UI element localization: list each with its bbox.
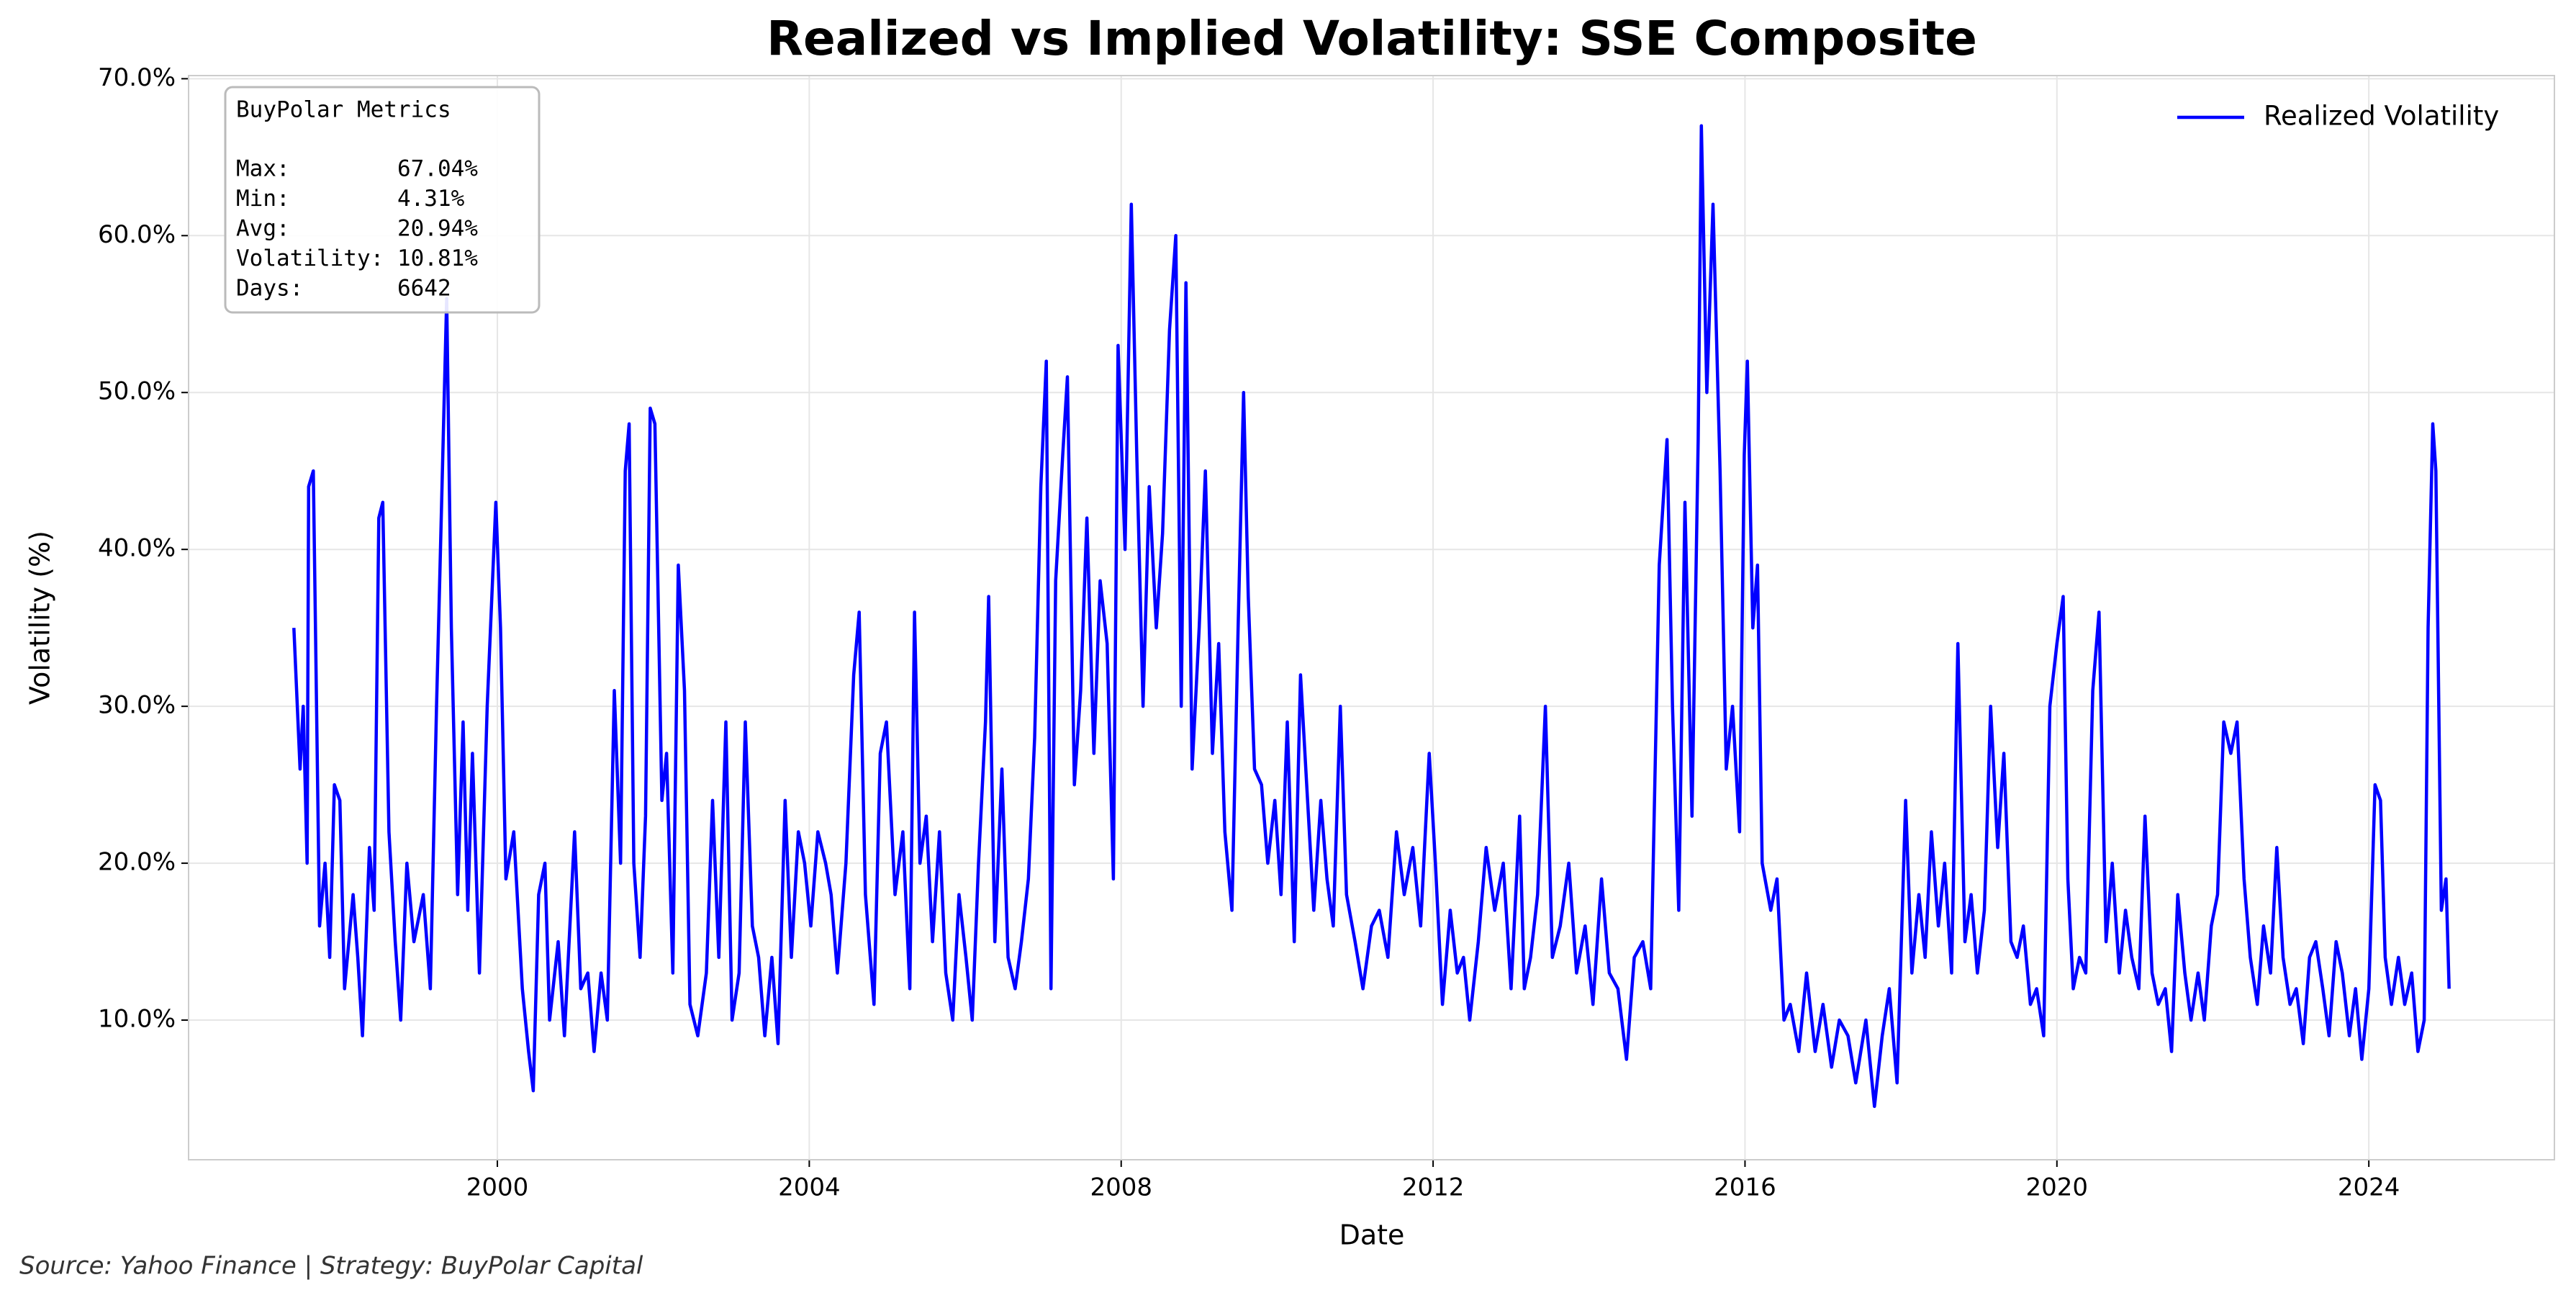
x-tick-label: 2000 bbox=[466, 1173, 529, 1202]
axes-frame bbox=[188, 75, 2555, 1160]
y-tick-label: 10.0% bbox=[98, 1005, 176, 1034]
y-tick-label: 60.0% bbox=[98, 220, 176, 249]
y-tick-label: 20.0% bbox=[98, 848, 176, 877]
x-tick-label: 2004 bbox=[778, 1173, 841, 1202]
x-axis-label: Date bbox=[1339, 1219, 1405, 1251]
x-tick-label: 2016 bbox=[1714, 1173, 1776, 1202]
x-tick-label: 2012 bbox=[1402, 1173, 1465, 1202]
chart-title: Realized vs Implied Volatility: SSE Comp… bbox=[767, 11, 1977, 66]
metrics-line: Max: 67.04% bbox=[236, 156, 478, 182]
y-tick-label: 50.0% bbox=[98, 377, 176, 406]
metrics-line: BuyPolar Metrics bbox=[236, 97, 451, 123]
legend-label: Realized Volatility bbox=[2264, 101, 2499, 132]
y-axis-label: Volatility (%) bbox=[24, 531, 56, 705]
source-note: Source: Yahoo Finance | Strategy: BuyPol… bbox=[19, 1252, 643, 1281]
metrics-line: Volatility: 10.81% bbox=[236, 245, 478, 271]
y-tick-label: 40.0% bbox=[98, 534, 176, 563]
metrics-line: Avg: 20.94% bbox=[236, 216, 478, 242]
metrics-line: Days: 6642 bbox=[236, 276, 451, 302]
metrics-box bbox=[224, 86, 541, 314]
x-tick-label: 2008 bbox=[1090, 1173, 1152, 1202]
y-tick-label: 70.0% bbox=[98, 63, 176, 92]
metrics-line: Min: 4.31% bbox=[236, 186, 465, 212]
x-tick-label: 2024 bbox=[2338, 1173, 2400, 1202]
line-series bbox=[292, 124, 2451, 1109]
x-tick-label: 2020 bbox=[2026, 1173, 2089, 1202]
y-tick-label: 30.0% bbox=[98, 691, 176, 720]
